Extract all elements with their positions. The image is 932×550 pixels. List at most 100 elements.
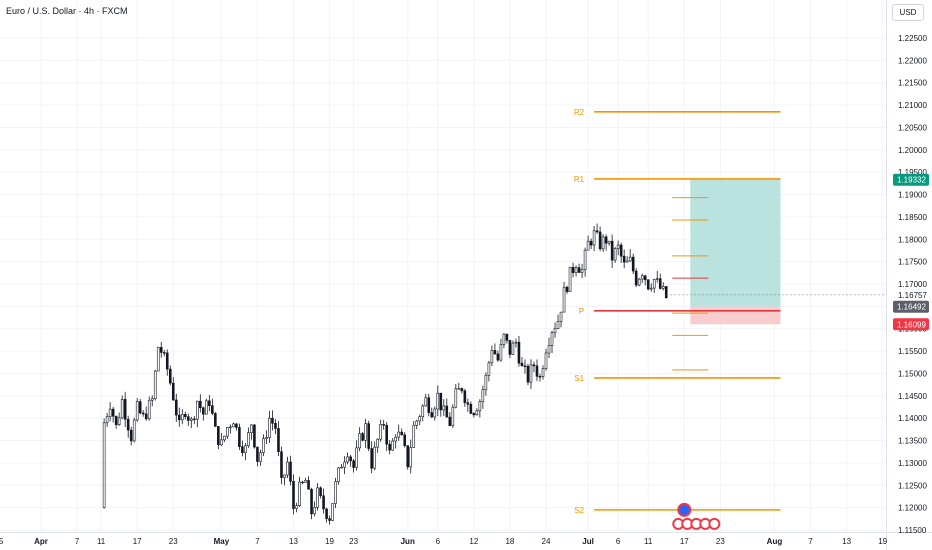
candle-body: [208, 400, 211, 407]
candle: [244, 443, 247, 461]
candle: [322, 488, 325, 514]
candle-body: [520, 362, 524, 367]
candle-body: [514, 341, 518, 344]
candle-body: [451, 406, 455, 426]
candle-body: [511, 342, 515, 355]
candle: [283, 474, 286, 486]
candle-body: [460, 388, 464, 392]
x-tick-label: 17: [133, 537, 142, 546]
candle: [562, 281, 566, 313]
candle: [235, 423, 238, 431]
x-tick-label: 17: [680, 537, 689, 546]
candle: [496, 350, 500, 362]
candle-body: [102, 422, 106, 508]
candle-body: [622, 255, 626, 263]
x-tick-label: 23: [169, 537, 178, 546]
candle: [409, 439, 413, 474]
pivot-label-p: P: [579, 307, 584, 316]
candle: [325, 507, 328, 523]
currency-button[interactable]: USD: [892, 4, 924, 21]
candle: [193, 416, 196, 424]
candle: [397, 424, 401, 441]
candle-body: [289, 461, 292, 482]
candle: [205, 398, 208, 415]
candle: [544, 348, 548, 371]
x-tick-label: 12: [469, 537, 478, 546]
candle: [199, 394, 202, 413]
candle: [457, 382, 461, 390]
candle: [108, 402, 112, 422]
candle: [394, 434, 398, 449]
candle-body: [123, 399, 127, 420]
candle: [253, 424, 256, 449]
candle: [535, 359, 539, 381]
candle-body: [190, 418, 193, 421]
candle-body: [322, 495, 325, 510]
candle-body: [634, 270, 638, 286]
candle-body: [340, 466, 343, 469]
candle: [487, 360, 491, 382]
x-tick-label: 6: [436, 537, 441, 546]
candle: [574, 265, 578, 277]
y-tick-label: 1.22500: [898, 34, 927, 43]
candle-body: [610, 240, 614, 261]
candle-body: [132, 419, 136, 442]
candles: [102, 223, 668, 525]
candle-body: [295, 505, 298, 509]
candle: [238, 423, 241, 451]
candle: [223, 435, 226, 443]
candle-body: [472, 413, 476, 416]
candle: [105, 413, 109, 427]
candle: [595, 223, 599, 234]
candle: [190, 416, 193, 429]
candle-body: [661, 286, 665, 289]
candle: [156, 346, 160, 372]
candle-body: [415, 420, 419, 426]
candle-body: [214, 413, 217, 427]
y-tick-label: 1.13000: [898, 459, 927, 468]
candle-body: [343, 461, 346, 468]
symbol-title[interactable]: Euro / U.S. Dollar · 4h · FXCM: [6, 6, 128, 16]
y-tick-label: 1.18000: [898, 235, 927, 244]
candle: [241, 440, 244, 457]
candle: [168, 365, 172, 386]
candle: [259, 449, 262, 466]
candle: [382, 419, 385, 430]
candle: [340, 464, 343, 469]
candle-body: [226, 427, 229, 437]
candle-body: [129, 429, 133, 442]
candle: [364, 418, 367, 449]
candle: [114, 415, 118, 429]
candle-body: [562, 286, 566, 313]
y-tick-label: 1.20500: [898, 123, 927, 132]
candle-body: [388, 443, 391, 451]
candle: [298, 476, 301, 507]
candle: [589, 238, 593, 250]
candle-body: [241, 446, 244, 454]
candle-body: [502, 333, 506, 345]
candle: [514, 338, 518, 348]
candle: [418, 414, 422, 426]
candle: [523, 359, 527, 374]
y-tick-label: 1.14000: [898, 414, 927, 423]
candle: [553, 322, 557, 338]
candle-body: [223, 435, 226, 441]
candle: [337, 466, 340, 485]
candle-body: [253, 424, 256, 448]
candle-body: [553, 328, 557, 333]
x-tick-label: 19: [325, 537, 334, 546]
candle-body: [244, 445, 247, 454]
candle: [640, 273, 644, 284]
candle-body: [577, 267, 581, 273]
candle: [592, 226, 596, 252]
candle-body: [424, 397, 428, 407]
candle-body: [262, 438, 265, 453]
candle-body: [448, 416, 452, 426]
candle: [430, 407, 434, 418]
candle: [367, 420, 370, 452]
candle-body: [325, 508, 328, 519]
x-tick-label: 6: [616, 537, 621, 546]
candle: [403, 432, 407, 448]
